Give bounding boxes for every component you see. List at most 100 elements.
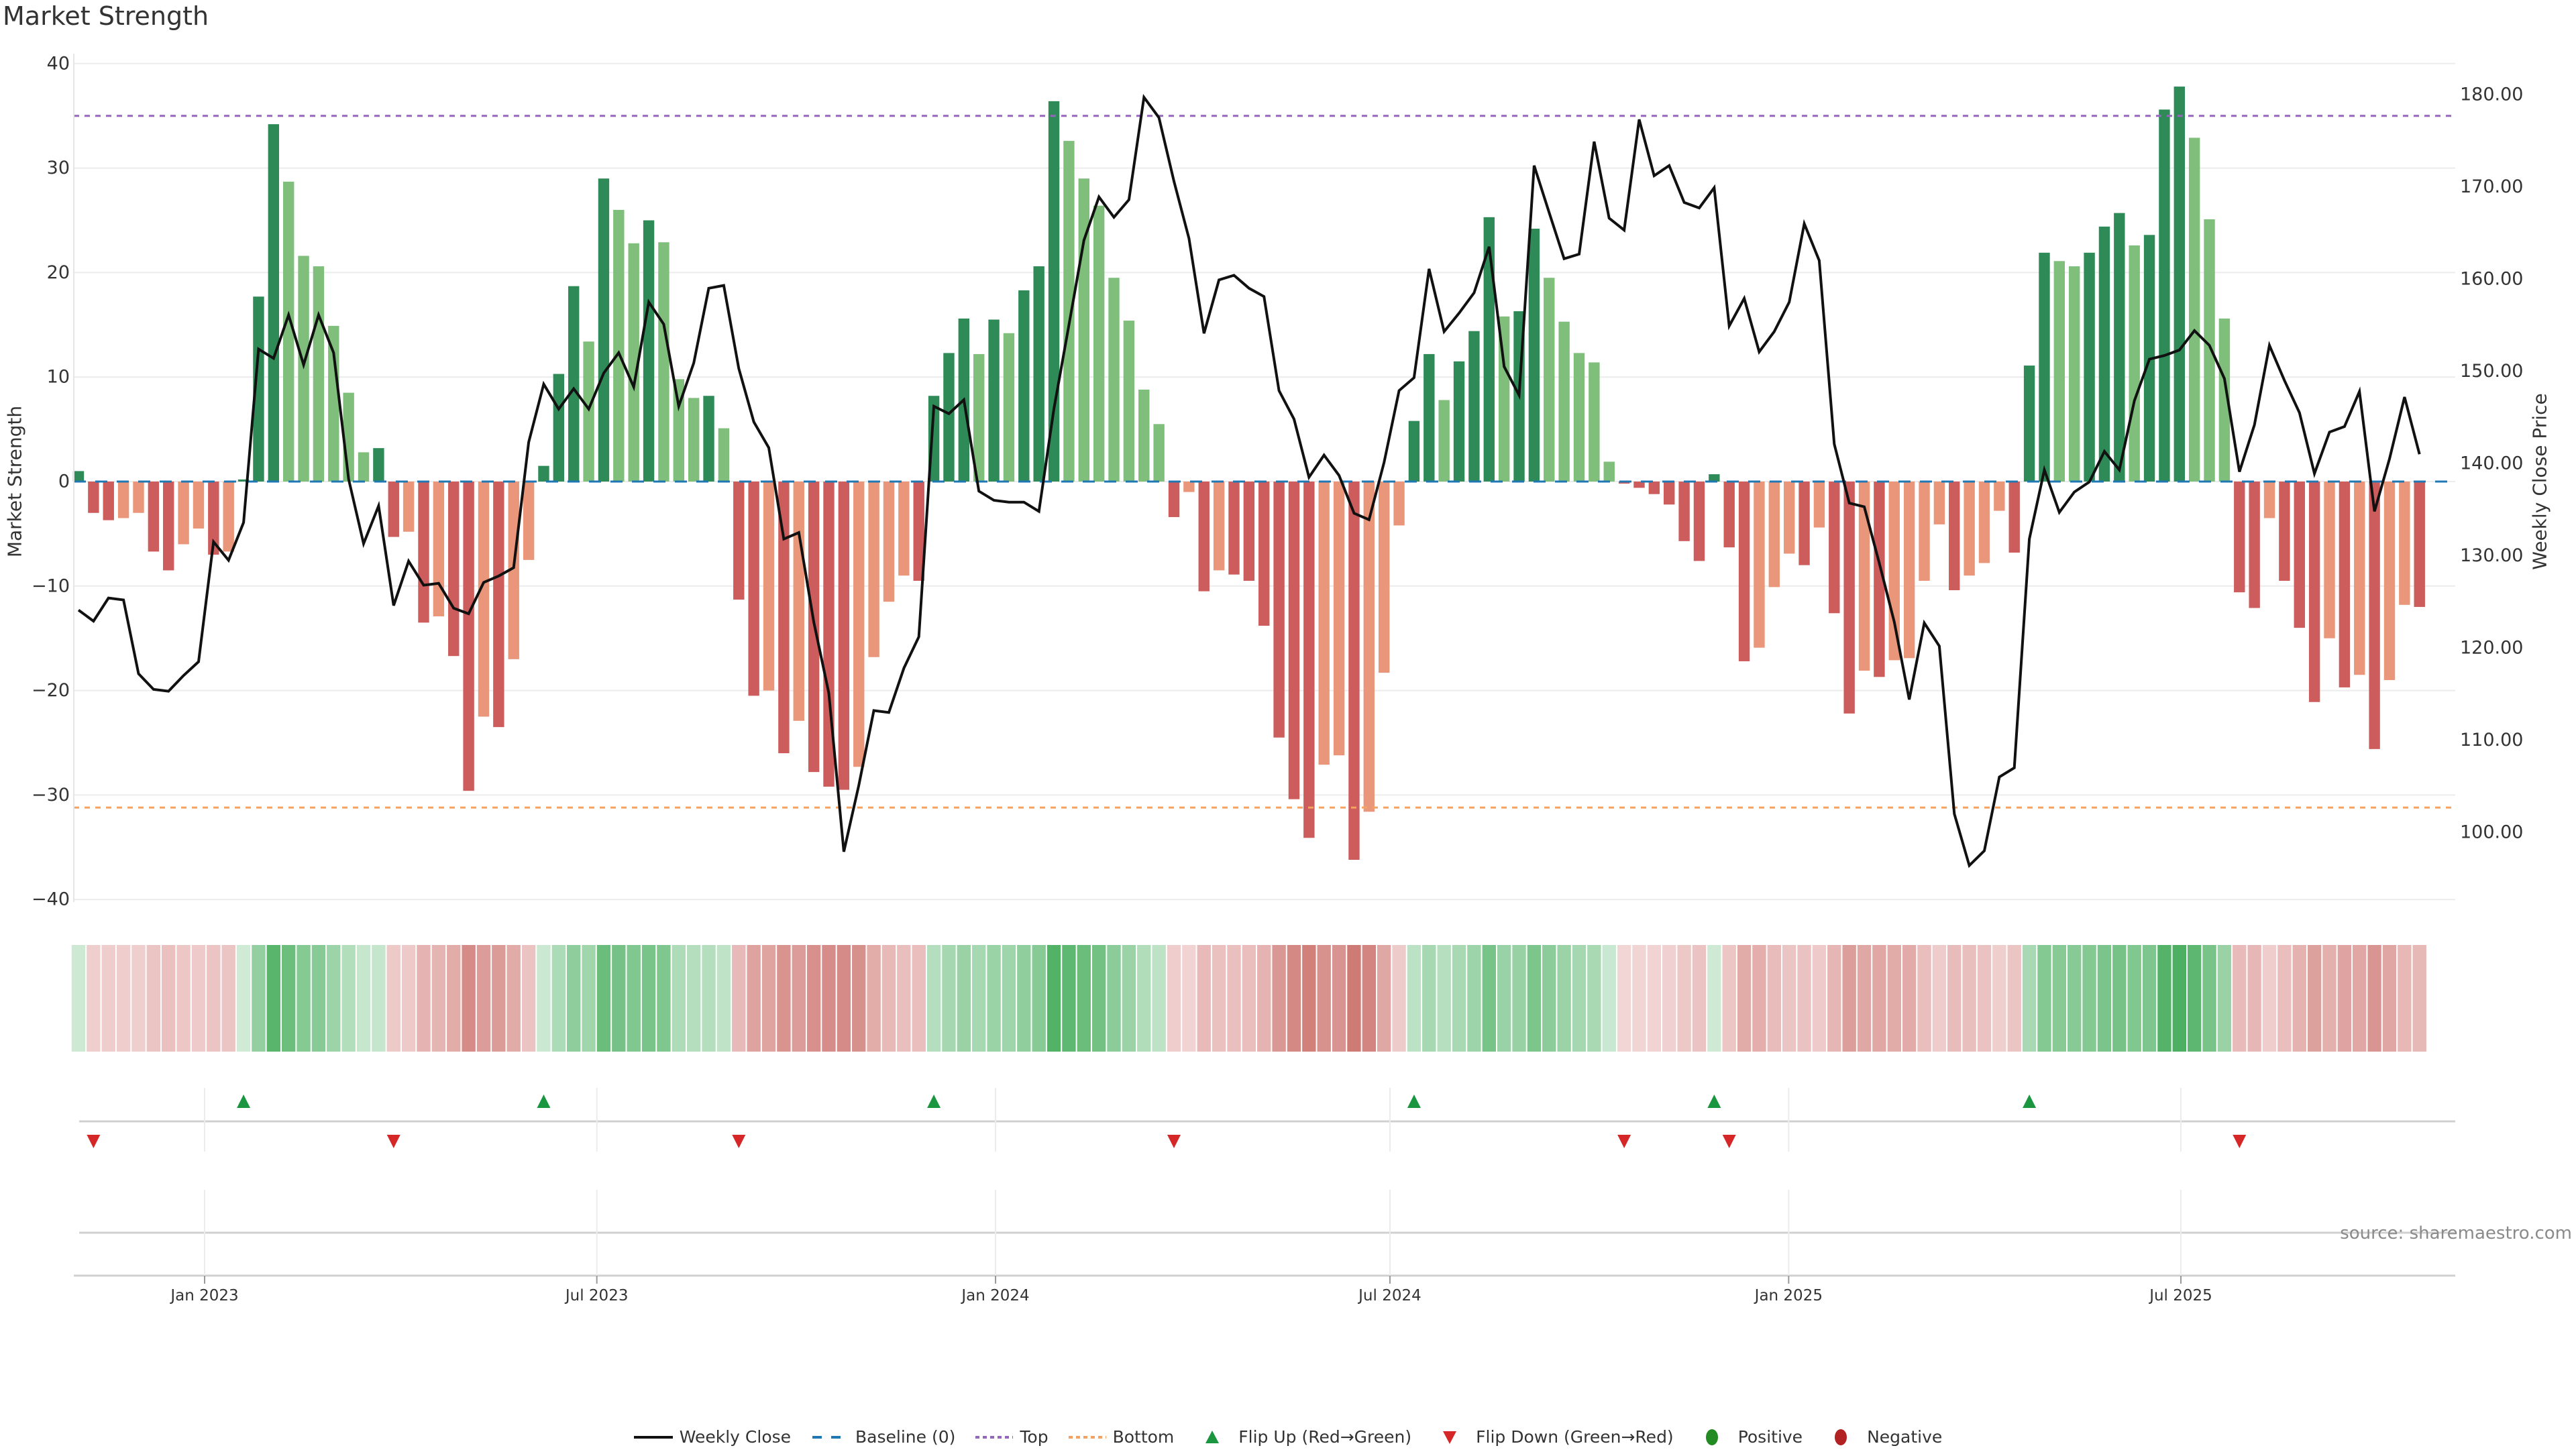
heat-cell: [1377, 945, 1391, 1052]
heat-cell: [1632, 945, 1646, 1052]
strength-bar: [1348, 482, 1360, 860]
heat-cell: [1197, 945, 1211, 1052]
strength-bar: [1648, 482, 1660, 494]
legend-label: Top: [1020, 1427, 1049, 1447]
strength-bar: [2098, 226, 2110, 482]
heat-cell: [2247, 945, 2261, 1052]
strength-bar: [1243, 482, 1255, 581]
legend-label: Baseline (0): [855, 1427, 956, 1447]
heat-cell: [207, 945, 221, 1052]
strength-bar: [1544, 278, 1555, 482]
y-tick-label: 20: [47, 262, 70, 283]
heat-cell: [2398, 945, 2412, 1052]
strength-bar: [2294, 482, 2305, 628]
strength-bar: [1424, 353, 1435, 482]
strength-bar: [1228, 482, 1240, 575]
strength-bar: [763, 482, 775, 691]
y2-tick-label: 150.00: [2460, 361, 2523, 382]
weekly-close-series: [77, 93, 2421, 869]
heat-cell: [1212, 945, 1226, 1052]
heat-cell: [1152, 945, 1166, 1052]
heat-cell: [582, 945, 596, 1052]
heat-cell: [492, 945, 506, 1052]
bottom-panel: Jan 2023 Jul 2023 Jan 2024 Jul 2024 Jan 2025…: [74, 1190, 2455, 1304]
strength-bar: [448, 482, 460, 657]
strength-bar: [282, 181, 294, 482]
heat-cell: [1122, 945, 1136, 1052]
heat-cell: [1677, 945, 1691, 1052]
strength-bar: [1558, 321, 1570, 482]
source-note: source: sharemaestro.com: [2340, 1223, 2572, 1243]
flip-down-marker: [732, 1135, 746, 1148]
heat-cell: [972, 945, 986, 1052]
strength-bar: [478, 482, 490, 717]
heat-cell: [716, 945, 731, 1052]
strength-bar: [373, 448, 384, 482]
heat-cell: [1077, 945, 1091, 1052]
strength-bar: [2129, 245, 2140, 482]
heat-cell: [1707, 945, 1721, 1052]
strength-bar: [1063, 141, 1075, 482]
heat-cell: [1662, 945, 1676, 1052]
strength-bar: [508, 482, 519, 659]
strength-bar: [1138, 389, 1150, 482]
heat-cell: [1617, 945, 1631, 1052]
heat-cell: [401, 945, 416, 1052]
legend-item-baseline: Baseline (0): [810, 1427, 955, 1447]
strength-bar: [1709, 474, 1720, 482]
strength-bar: [1813, 482, 1825, 528]
strength-bar: [2023, 366, 2035, 482]
heat-cell: [1992, 945, 2006, 1052]
flip-up-marker: [237, 1095, 251, 1108]
heat-cell: [1437, 945, 1451, 1052]
flip-up-marker: [2023, 1095, 2037, 1108]
heat-cell: [521, 945, 536, 1052]
heat-cell: [897, 945, 911, 1052]
heat-cell: [2127, 945, 2141, 1052]
heat-cell: [2307, 945, 2322, 1052]
heat-cell: [2112, 945, 2127, 1052]
strength-bar: [1858, 482, 1870, 671]
strength-bar: [1018, 290, 1030, 482]
heat-cell: [1137, 945, 1151, 1052]
strength-bar: [2188, 137, 2200, 482]
heat-cell: [1182, 945, 1196, 1052]
strength-bar: [1108, 278, 1120, 482]
y2-tick-label: 110.00: [2460, 730, 2523, 750]
strength-bar: [673, 379, 684, 482]
heat-cell: [1332, 945, 1346, 1052]
heat-cell: [356, 945, 371, 1052]
heat-cell: [1482, 945, 1496, 1052]
strength-bar: [778, 482, 790, 754]
flip-down-marker: [386, 1135, 400, 1148]
strength-bar: [973, 353, 985, 482]
legend-label: Weekly Close: [679, 1427, 792, 1447]
strength-bar: [313, 266, 325, 482]
strength-bar: [913, 482, 924, 581]
heat-cell: [1032, 945, 1046, 1052]
baseline-swatch-icon: [810, 1429, 849, 1446]
top-swatch-icon: [974, 1429, 1014, 1446]
heat-cell: [657, 945, 671, 1052]
strength-bar: [1843, 482, 1855, 714]
strength-bar: [1093, 205, 1105, 482]
heat-cell: [1797, 945, 1811, 1052]
line-swatch-icon: [633, 1429, 673, 1446]
flip-down-marker: [1167, 1135, 1181, 1148]
strength-bar: [1303, 482, 1315, 838]
strength-bar: [178, 482, 189, 545]
heat-cell: [641, 945, 656, 1052]
heat-cell: [1827, 945, 1841, 1052]
strength-bar: [838, 482, 850, 790]
flip-up-marker: [1707, 1095, 1721, 1108]
strength-bar: [1183, 482, 1195, 492]
heat-cell: [957, 945, 971, 1052]
flip-up-swatch-icon: [1193, 1429, 1232, 1446]
heat-cell: [777, 945, 791, 1052]
heat-cell: [1017, 945, 1031, 1052]
heat-cell: [1302, 945, 1316, 1052]
strength-bar: [1633, 482, 1645, 488]
strength-bar: [2204, 219, 2215, 482]
strength-bar: [1783, 482, 1795, 554]
strength-bar: [1033, 266, 1044, 482]
